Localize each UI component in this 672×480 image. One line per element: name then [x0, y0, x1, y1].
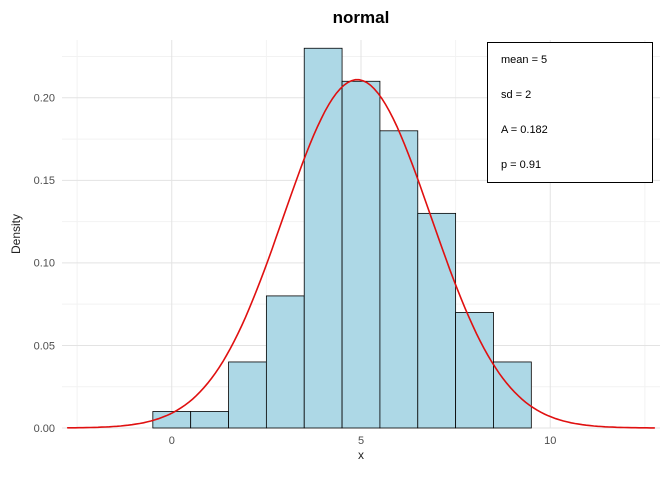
- x-tick-label: 10: [544, 435, 556, 447]
- annotation-sd: sd = 2: [501, 89, 532, 101]
- annotation-p-value: p = 0.91: [501, 159, 542, 171]
- histogram-bar: [303, 47, 343, 429]
- histogram-bar: [190, 411, 229, 429]
- histogram-bar: [379, 130, 419, 429]
- x-tick-label: 0: [169, 435, 175, 447]
- y-tick-label: 0.10: [34, 258, 55, 270]
- x-axis-label: x: [358, 448, 364, 462]
- chart-title: normal: [332, 8, 390, 27]
- annotation-a-stat: A = 0.182: [501, 124, 548, 136]
- histogram-bar: [455, 312, 494, 429]
- y-axis-label: Density: [9, 213, 23, 255]
- y-tick-label: 0.20: [34, 93, 55, 105]
- annotation-mean: mean = 5: [501, 54, 548, 66]
- histogram-bar: [228, 361, 267, 429]
- y-tick-label: 0.05: [34, 340, 55, 352]
- y-tick-label: 0.00: [34, 423, 55, 435]
- histogram-bar: [417, 212, 457, 429]
- x-tick-label: 5: [358, 435, 364, 447]
- histogram-bar: [341, 80, 381, 429]
- annotation-box: mean = 5 sd = 2 A = 0.182 p = 0.91: [487, 42, 653, 183]
- histogram-bar: [265, 295, 305, 429]
- density-curve: [66, 78, 656, 429]
- y-tick-label: 0.15: [34, 175, 55, 187]
